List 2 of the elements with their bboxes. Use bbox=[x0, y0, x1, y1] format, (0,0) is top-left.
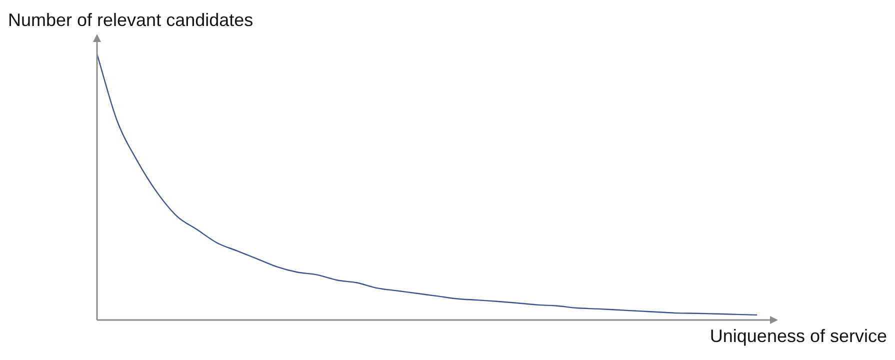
y-axis-title: Number of relevant candidates bbox=[8, 10, 254, 31]
x-axis-title: Uniqueness of service bbox=[710, 326, 887, 347]
